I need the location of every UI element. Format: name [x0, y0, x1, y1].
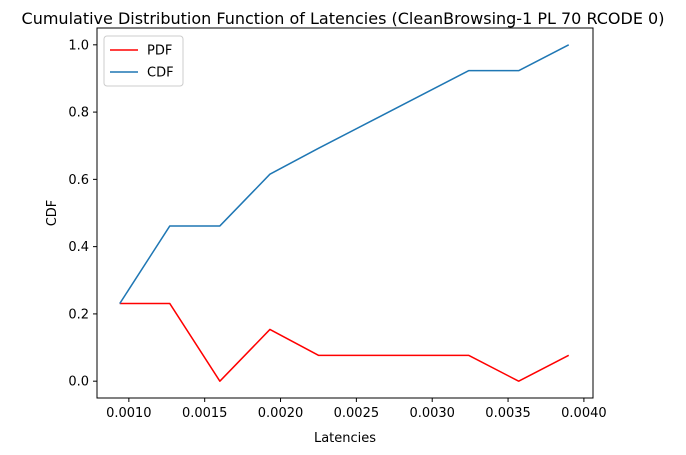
legend: PDF CDF	[103, 35, 184, 87]
x-tick-label: 0.0040	[561, 406, 607, 421]
axes-frame	[96, 27, 594, 399]
legend-box	[103, 35, 184, 87]
x-axis-label: Latencies	[314, 431, 376, 446]
y-axis-label: CDF	[45, 200, 60, 227]
x-tick-label: 0.0025	[334, 406, 380, 421]
y-tick-label: 0.6	[68, 173, 89, 188]
y-tick-label: 0.8	[68, 106, 89, 121]
x-tick-label: 0.0030	[409, 406, 455, 421]
x-tick-label: 0.0020	[258, 406, 304, 421]
plot-area: 0.0010 0.0015 0.0020 0.0025 0.0030 0.0035 0.00…	[68, 38, 606, 421]
y-tick-label: 0.0	[68, 375, 89, 390]
series-line-cdf	[119, 44, 570, 304]
y-tick-label: 0.4	[68, 240, 89, 255]
y-tick-label: 1.0	[68, 38, 89, 53]
y-tick-label: 0.2	[68, 307, 89, 322]
x-tick-label: 0.0035	[485, 406, 531, 421]
legend-label-pdf: PDF	[147, 44, 172, 59]
legend-label-cdf: CDF	[147, 66, 174, 81]
series-line-pdf	[119, 302, 570, 382]
chart-title: Cumulative Distribution Function of Late…	[22, 9, 665, 28]
x-tick-label: 0.0015	[182, 406, 228, 421]
x-tick-label: 0.0010	[106, 406, 152, 421]
